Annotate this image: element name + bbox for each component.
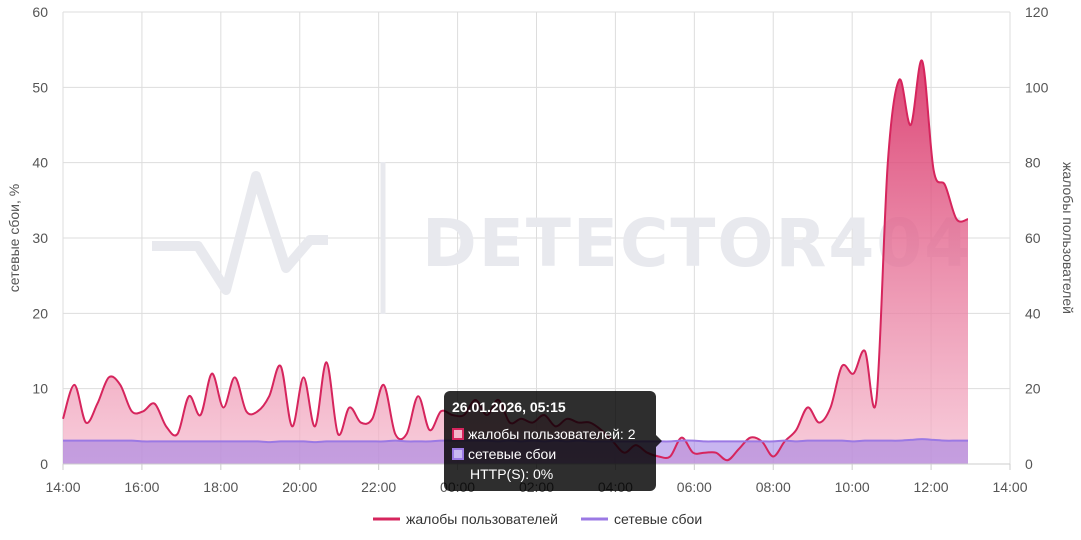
tooltip-label-complaints: жалобы пользователей: 2	[468, 426, 636, 442]
y-left-tick-label: 50	[32, 79, 48, 95]
tooltip-row-complaints: жалобы пользователей: 2	[452, 424, 648, 444]
y-left-tick-label: 30	[32, 230, 48, 246]
y-right-tick-label: 120	[1025, 4, 1049, 20]
y-right-tick-label: 80	[1025, 155, 1041, 171]
y-right-tick-label: 60	[1025, 230, 1041, 246]
x-tick-label: 10:00	[835, 479, 870, 495]
x-tick-label: 14:00	[992, 479, 1027, 495]
watermark-text: DETECTOR404	[422, 205, 972, 282]
legend-label-network[interactable]: сетевые сбои	[614, 511, 702, 527]
legend[interactable]: жалобы пользователей сетевые сбои	[373, 511, 702, 527]
watermark-pulse-icon	[152, 171, 328, 295]
tooltip-row-network: сетевые сбои	[452, 444, 648, 464]
tooltip-swatch-network	[452, 448, 464, 460]
watermark: DETECTOR404	[152, 162, 972, 314]
chart-tooltip: 26.01.2026, 05:15 жалобы пользователей: …	[444, 391, 662, 491]
x-tick-label: 12:00	[914, 479, 949, 495]
x-tick-label: 14:00	[45, 479, 80, 495]
legend-label-complaints[interactable]: жалобы пользователей	[406, 511, 558, 527]
x-tick-label: 06:00	[677, 479, 712, 495]
grid	[62, 11, 1011, 465]
x-tick-label: 18:00	[203, 479, 238, 495]
x-tick-label: 22:00	[361, 479, 396, 495]
y-right-tick-label: 0	[1025, 456, 1033, 472]
y-right-tick-label: 40	[1025, 305, 1041, 321]
x-tick-label: 20:00	[282, 479, 317, 495]
tooltip-title: 26.01.2026, 05:15	[452, 399, 566, 415]
y-left-tick-label: 60	[32, 4, 48, 20]
y-left-tick-label: 10	[32, 381, 48, 397]
y-left-tick-label: 40	[32, 155, 48, 171]
y-right-axis-title: жалобы пользователей	[1060, 162, 1076, 314]
y-left-tick-label: 0	[40, 456, 48, 472]
y-left-axis-title: сетевые сбои, %	[6, 184, 22, 292]
x-tick-label: 08:00	[756, 479, 791, 495]
y-right-tick-label: 20	[1025, 381, 1041, 397]
series-area-complaints	[63, 60, 968, 465]
tooltip-swatch-complaints	[452, 428, 464, 440]
y-right-tick-label: 100	[1025, 79, 1049, 95]
tooltip-http: HTTP(S): 0%	[470, 466, 554, 482]
y-left-tick-label: 20	[32, 305, 48, 321]
x-tick-label: 16:00	[124, 479, 159, 495]
tooltip-label-network: сетевые сбои	[468, 446, 557, 462]
tooltip-arrow	[656, 435, 662, 447]
